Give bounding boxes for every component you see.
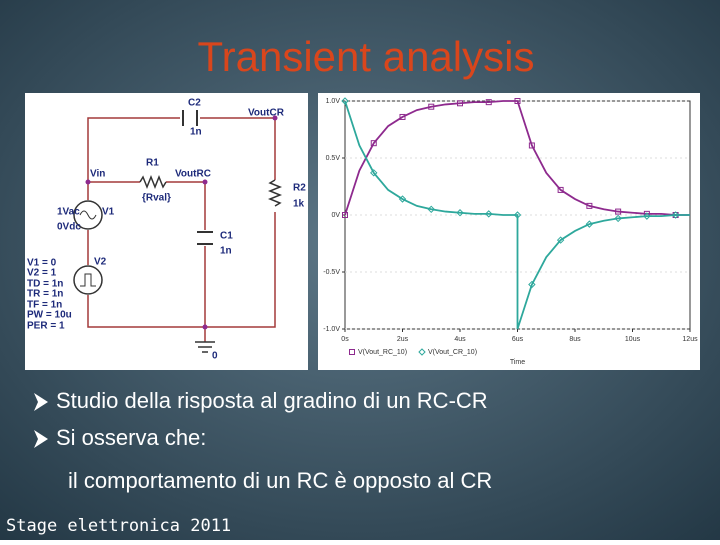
footer: Stage elettronica 2011: [6, 516, 231, 536]
marker: [457, 100, 463, 107]
label: TR = 1n: [27, 289, 63, 300]
marker: [556, 236, 565, 244]
sine-symbol: [79, 210, 97, 220]
label: 1n: [220, 246, 232, 257]
series-line: [344, 100, 690, 216]
label: R2: [293, 183, 306, 194]
label: 1n: [190, 127, 202, 138]
node: [202, 324, 208, 330]
bullet-arrow: [34, 430, 48, 448]
sub-text: il comportamento di un RC è opposto al C…: [68, 468, 492, 493]
legend-label: V(Vout_CR_10): [428, 349, 477, 356]
label: TD = 1n: [27, 279, 63, 290]
label: PW = 10u: [27, 310, 72, 321]
y-tick-label: -1.0V: [323, 326, 340, 333]
marker: [341, 97, 349, 105]
resistor-r1: [139, 174, 167, 190]
resistor-r2: [267, 179, 283, 207]
label: R1: [146, 158, 159, 169]
marker: [614, 214, 622, 223]
label: 1k: [293, 199, 305, 210]
schematic-panel: [25, 93, 308, 370]
y-tick-label: 0.5V: [326, 155, 341, 162]
source-v2: [73, 265, 103, 295]
y-tick-label: 1.0V: [326, 98, 341, 105]
marker: [349, 349, 355, 355]
x-tick-label: 2us: [397, 336, 409, 343]
label: V1 = 0: [27, 258, 57, 269]
marker: [427, 205, 435, 214]
marker: [586, 202, 593, 209]
ground: [195, 341, 215, 353]
marker: [456, 209, 464, 217]
y-tick-label: 0V: [331, 212, 340, 219]
slide-title: Transient analysis: [198, 33, 535, 80]
marker: [615, 208, 622, 215]
marker: [513, 211, 522, 219]
marker: [342, 212, 348, 218]
capacitor-c1: [197, 231, 213, 245]
node: [202, 179, 208, 185]
label: TF = 1n: [27, 300, 62, 311]
marker: [643, 212, 651, 220]
y-tick-label: -0.5V: [323, 269, 340, 276]
label: 0: [212, 351, 218, 362]
marker: [514, 98, 521, 104]
x-tick-label: 8us: [569, 336, 581, 343]
marker: [485, 210, 493, 218]
label: V2 = 1: [27, 268, 57, 279]
x-tick-label: 10us: [625, 336, 641, 343]
schematic: C2 1n VoutCR R1 Vin VoutRC {Rval} R2 1k …: [25, 93, 308, 370]
x-tick-label: 4us: [454, 336, 466, 343]
label: PER = 1: [27, 321, 65, 332]
marker: [370, 140, 377, 147]
bullets: Studio della risposta al gradino di un R…: [34, 388, 492, 493]
marker: [428, 103, 435, 110]
marker: [557, 186, 564, 193]
label: 0Vdc: [57, 222, 81, 233]
marker: [528, 142, 535, 149]
pulse-symbol: [80, 273, 96, 287]
bullet-text: Si osserva che:: [56, 425, 206, 450]
x-tick-label: 6us: [512, 336, 524, 343]
marker: [398, 195, 407, 203]
label: {Rval}: [142, 193, 171, 204]
bullet-arrow: [34, 393, 48, 411]
label: C1: [220, 231, 233, 242]
label: V1: [102, 207, 115, 218]
label: Vin: [90, 169, 105, 180]
label: 1Vac: [57, 207, 80, 218]
marker: [585, 220, 594, 228]
marker: [485, 99, 492, 106]
plot-panel: [318, 93, 700, 370]
marker: [399, 113, 406, 120]
legend-label: V(Vout_RC_10): [358, 349, 407, 356]
marker: [671, 211, 680, 219]
marker: [528, 280, 536, 289]
label: VoutRC: [175, 169, 211, 180]
label: V2: [94, 257, 107, 268]
node: [272, 115, 278, 121]
label: VoutCR: [248, 108, 285, 119]
bullet-text: Studio della risposta al gradino di un R…: [56, 388, 488, 413]
capacitor-c2: [182, 110, 198, 126]
x-tick-label: 0s: [341, 336, 349, 343]
x-tick-label: 12us: [682, 336, 698, 343]
node: [85, 179, 91, 185]
source-v1: [73, 200, 103, 230]
label: C2: [188, 98, 201, 109]
x-axis-label: Time: [510, 359, 525, 366]
nodes: [85, 115, 278, 330]
marker: [418, 348, 426, 356]
marker: [370, 169, 378, 177]
